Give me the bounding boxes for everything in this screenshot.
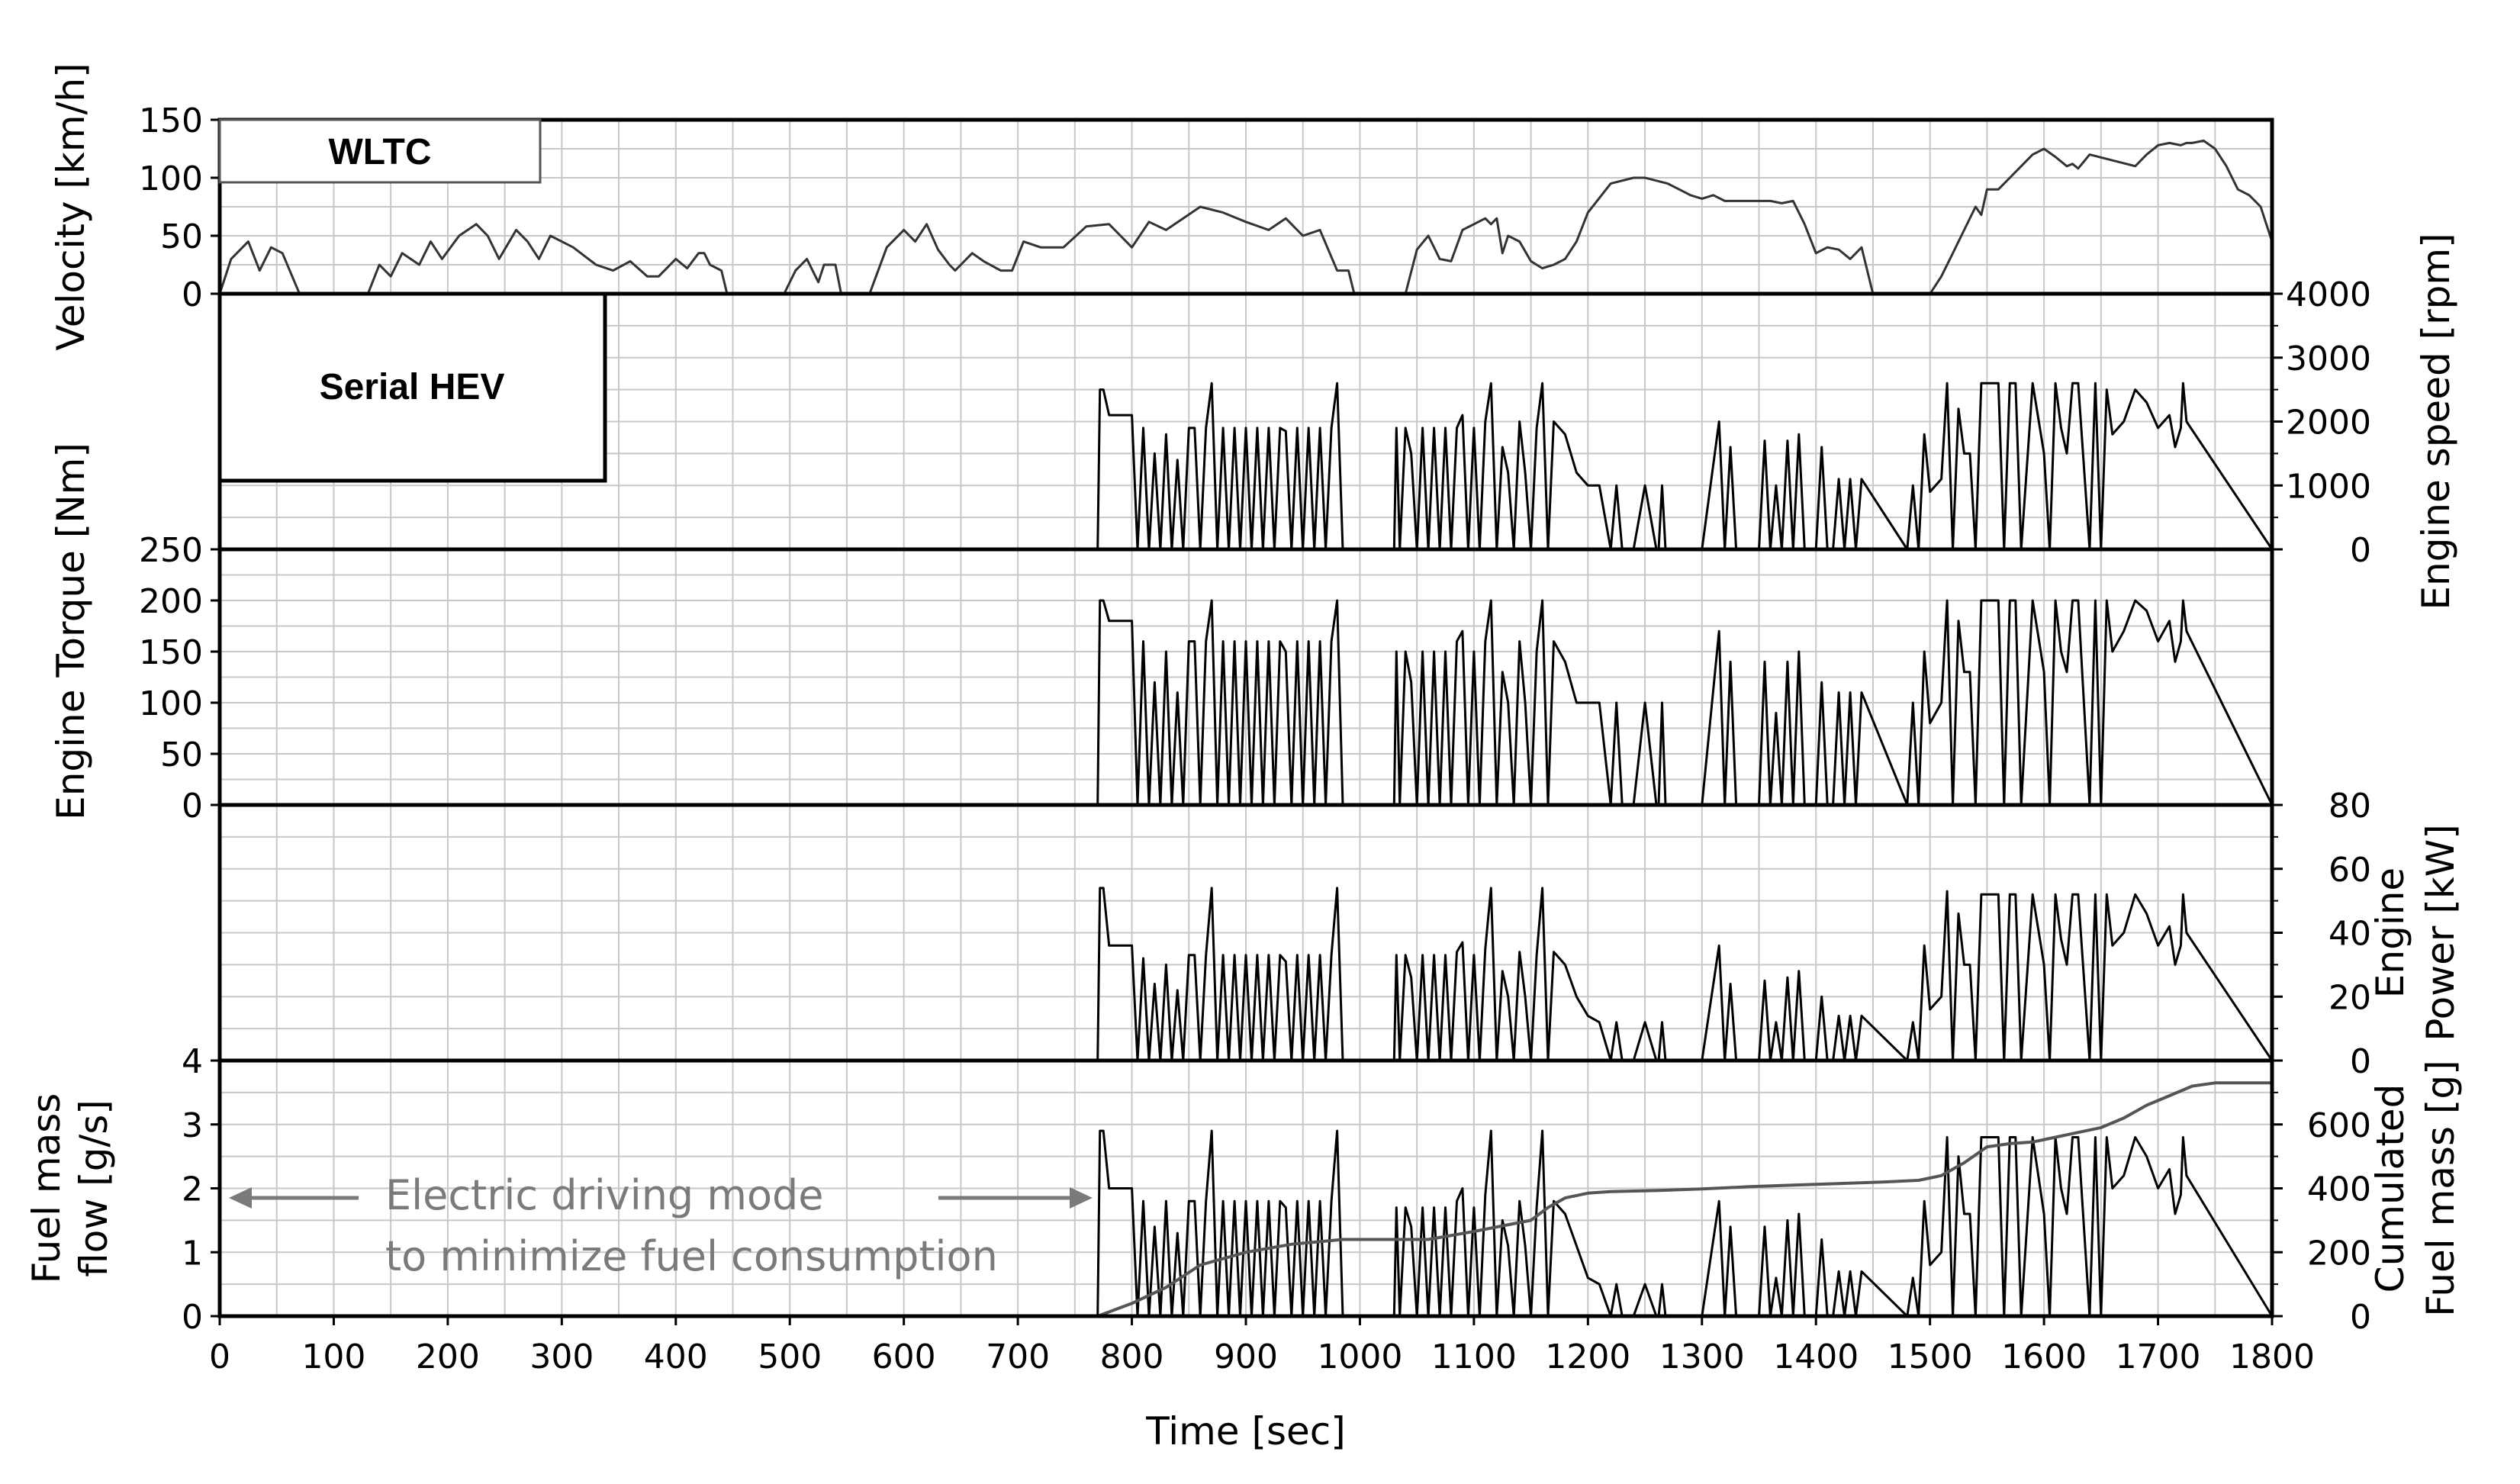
y-left-tick-label: 50 (160, 736, 203, 774)
y-left-tick-label: 200 (139, 582, 203, 621)
x-tick-label: 400 (644, 1338, 708, 1376)
y-right-tick-label: 4000 (2286, 275, 2371, 314)
y-right-tick-label: 2000 (2286, 404, 2371, 443)
x-tick-label: 1100 (1431, 1338, 1517, 1376)
y-left-tick-label: 100 (139, 684, 203, 723)
x-tick-label: 1800 (2229, 1338, 2315, 1376)
x-tick-label: 100 (301, 1338, 365, 1376)
x-tick-label: 500 (758, 1338, 822, 1376)
y-right-tick-label: 20 (2329, 978, 2371, 1017)
tick-layer: 0501001500100020003000400005010015020025… (139, 101, 2371, 1376)
engine-power-right-axis-label: Engine (2368, 868, 2412, 998)
x-tick-label: 1200 (1545, 1338, 1630, 1376)
y-left-tick-label: 4 (182, 1042, 203, 1081)
y-left-tick-label: 3 (182, 1106, 203, 1145)
y-right-tick-label: 40 (2329, 915, 2371, 954)
fuel-series-line (220, 1129, 2274, 1318)
y-left-tick-label: 2 (182, 1170, 203, 1209)
x-tick-label: 800 (1100, 1338, 1164, 1376)
engine-torque-series-line (220, 599, 2274, 806)
y-right-tick-label: 80 (2329, 787, 2371, 826)
wltc-label: WLTC (328, 132, 431, 172)
x-tick-label: 1300 (1659, 1338, 1745, 1376)
y-left-tick-label: 50 (160, 217, 203, 256)
x-tick-label: 1500 (1888, 1338, 1973, 1376)
x-tick-label: 1600 (2001, 1338, 2087, 1376)
fuel-left-axis-label: Fuel mass (24, 1093, 69, 1284)
y-right-tick-label: 0 (2350, 1042, 2371, 1081)
engine-speed-right-axis-label: Engine speed [rpm] (2414, 233, 2458, 610)
engine-power-right-axis-label: Power [kW] (2419, 824, 2463, 1041)
x-tick-label: 300 (529, 1338, 594, 1376)
y-left-tick-label: 0 (182, 787, 203, 826)
x-tick-label: 900 (1214, 1338, 1278, 1376)
x-tick-label: 0 (209, 1338, 230, 1376)
y-right-tick-label: 600 (2307, 1106, 2371, 1145)
y-left-tick-label: 1 (182, 1234, 203, 1273)
y-right-tick-label: 3000 (2286, 340, 2371, 378)
annot-layer: WLTC Serial HEV Electric driving mode to mi… (217, 118, 1093, 1280)
annotation-line-2: to minimize fuel consumption (385, 1232, 998, 1280)
y-left-tick-label: 150 (139, 101, 203, 140)
engine-torque-left-axis-label: Engine Torque [Nm] (49, 443, 93, 820)
x-axis-label: Time [sec] (1145, 1409, 1346, 1453)
x-tick-label: 600 (872, 1338, 936, 1376)
engine-power-series-line (220, 887, 2274, 1062)
annotation-line-1: Electric driving mode (385, 1171, 824, 1219)
velocity-series-line (218, 139, 2274, 295)
y-left-tick-label: 150 (139, 633, 203, 672)
x-tick-label: 700 (986, 1338, 1050, 1376)
y-left-tick-label: 0 (182, 1298, 203, 1337)
fuel-left-axis-label: flow [g/s] (72, 1099, 116, 1277)
fuel-right-axis-label: Cumulated (2368, 1084, 2412, 1293)
y-right-tick-label: 200 (2307, 1234, 2371, 1273)
label-layer: Velocity [km/h] Engine speed [rpm] Engine … (24, 63, 2463, 1453)
y-right-tick-label: 0 (2350, 531, 2371, 570)
fuel-right-axis-label: Fuel mass [g] (2419, 1060, 2463, 1316)
velocity-left-axis-label: Velocity [km/h] (49, 63, 93, 350)
data-layer (218, 139, 2274, 1318)
y-right-tick-label: 400 (2307, 1170, 2371, 1209)
fuel-series-line (220, 1081, 2272, 1318)
y-right-tick-label: 0 (2350, 1298, 2371, 1337)
y-right-tick-label: 60 (2329, 851, 2371, 890)
x-tick-label: 200 (416, 1338, 480, 1376)
x-tick-label: 1400 (1773, 1338, 1859, 1376)
x-tick-label: 1700 (2116, 1338, 2201, 1376)
y-left-tick-label: 0 (182, 275, 203, 314)
wltc-label-box (218, 118, 542, 184)
arrow-left-head (229, 1187, 252, 1209)
x-tick-label: 1000 (1317, 1338, 1402, 1376)
y-right-tick-label: 1000 (2286, 467, 2371, 506)
arrow-right-head (1070, 1187, 1093, 1209)
serial-hev-label: Serial HEV (320, 367, 505, 407)
y-left-tick-label: 250 (139, 531, 203, 570)
engine-speed-series-line (220, 381, 2274, 551)
serial-hev-label-box (217, 291, 607, 483)
y-left-tick-label: 100 (139, 159, 203, 198)
